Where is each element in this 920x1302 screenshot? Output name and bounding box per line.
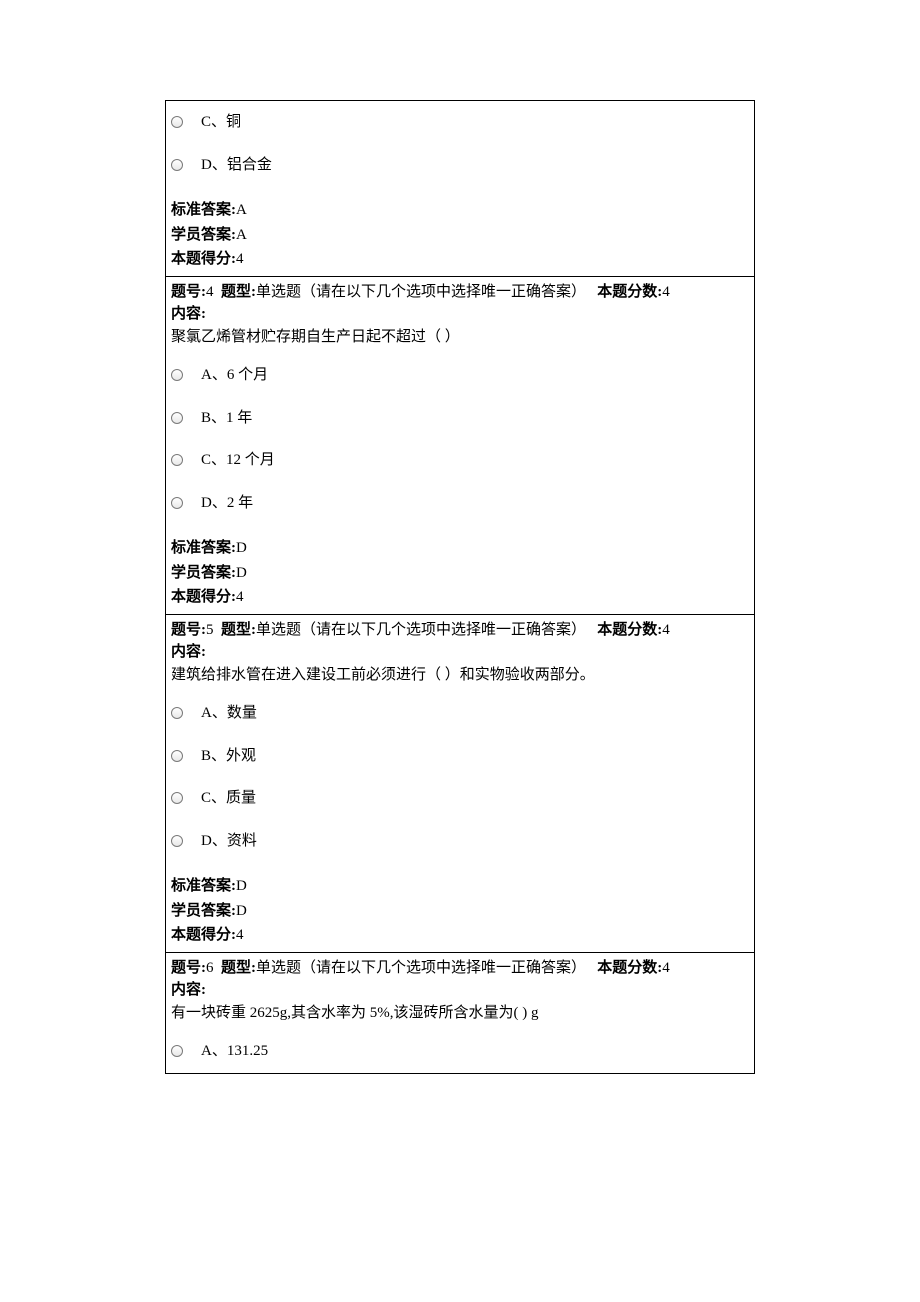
option-text: B、外观 [201,745,256,768]
option-row: D、2 年 [166,482,754,525]
points-label: 本题得分: [171,589,236,605]
score-value: 4 [662,960,670,976]
option-row: C、铜 [166,101,754,144]
option-text: A、6 个月 [201,364,268,387]
option-row: B、外观 [166,735,754,778]
student-answer-line: 学员答案:A [171,223,749,248]
student-answer-line: 学员答案:D [171,899,749,924]
points-label: 本题得分: [171,251,236,267]
question-header: 题号:6 题型:单选题（请在以下几个选项中选择唯一正确答案） 本题分数:4 [166,953,754,980]
standard-answer-line: 标准答案:A [171,198,749,223]
option-text: A、131.25 [201,1040,268,1063]
radio-icon[interactable] [171,750,183,762]
points-value: 4 [236,927,244,943]
score-label: 本题分数: [597,960,662,976]
option-row: A、6 个月 [166,354,754,397]
question-type-text: 单选题（请在以下几个选项中选择唯一正确答案） [256,284,586,300]
content-label: 内容: [166,303,754,326]
question-text: 聚氯乙烯管材贮存期自生产日起不超过（ ） [166,326,754,355]
student-answer-label: 学员答案: [171,565,236,581]
question-num-value: 5 [206,622,214,638]
question-header: 题号:5 题型:单选题（请在以下几个选项中选择唯一正确答案） 本题分数:4 [166,615,754,642]
radio-icon[interactable] [171,792,183,804]
option-row: A、131.25 [166,1030,754,1073]
points-line: 本题得分:4 [171,247,749,272]
option-row: D、铝合金 [166,144,754,187]
option-text: D、资料 [201,830,257,853]
question-4: 题号:4 题型:单选题（请在以下几个选项中选择唯一正确答案） 本题分数:4 内容… [166,277,754,615]
question-num-label: 题号: [171,960,206,976]
question-type-label: 题型: [221,622,256,638]
question-header: 题号:4 题型:单选题（请在以下几个选项中选择唯一正确答案） 本题分数:4 [166,277,754,304]
score-label: 本题分数: [597,284,662,300]
question-type-label: 题型: [221,960,256,976]
standard-answer-value: D [236,540,247,556]
option-row: C、质量 [166,777,754,820]
answer-section: 标准答案:A 学员答案:A 本题得分:4 [166,186,754,276]
radio-icon[interactable] [171,1045,183,1057]
option-row: B、1 年 [166,397,754,440]
points-line: 本题得分:4 [171,923,749,948]
radio-icon[interactable] [171,497,183,509]
student-answer-label: 学员答案: [171,227,236,243]
standard-answer-label: 标准答案: [171,540,236,556]
standard-answer-value: D [236,878,247,894]
question-num-value: 6 [206,960,214,976]
points-value: 4 [236,589,244,605]
question-type-label: 题型: [221,284,256,300]
standard-answer-line: 标准答案:D [171,536,749,561]
exam-container: C、铜 D、铝合金 标准答案:A 学员答案:A 本题得分:4 题号:4 题型:单… [165,100,755,1074]
question-3-partial: C、铜 D、铝合金 标准答案:A 学员答案:A 本题得分:4 [166,101,754,277]
score-label: 本题分数: [597,622,662,638]
option-row: D、资料 [166,820,754,863]
question-type-text: 单选题（请在以下几个选项中选择唯一正确答案） [256,622,586,638]
points-value: 4 [236,251,244,267]
option-text: C、12 个月 [201,449,275,472]
answer-section: 标准答案:D 学员答案:D 本题得分:4 [166,862,754,952]
radio-icon[interactable] [171,116,183,128]
score-value: 4 [662,284,670,300]
answer-section: 标准答案:D 学员答案:D 本题得分:4 [166,524,754,614]
points-label: 本题得分: [171,927,236,943]
option-row: A、数量 [166,692,754,735]
question-type-text: 单选题（请在以下几个选项中选择唯一正确答案） [256,960,586,976]
question-text: 建筑给排水管在进入建设工前必须进行（ ）和实物验收两部分。 [166,664,754,693]
question-num-label: 题号: [171,622,206,638]
content-label: 内容: [166,641,754,664]
standard-answer-label: 标准答案: [171,202,236,218]
standard-answer-label: 标准答案: [171,878,236,894]
option-text: D、铝合金 [201,154,272,177]
points-line: 本题得分:4 [171,585,749,610]
question-num-value: 4 [206,284,214,300]
radio-icon[interactable] [171,369,183,381]
student-answer-value: A [236,227,247,243]
score-value: 4 [662,622,670,638]
radio-icon[interactable] [171,454,183,466]
student-answer-line: 学员答案:D [171,561,749,586]
option-text: A、数量 [201,702,257,725]
option-text: B、1 年 [201,407,252,430]
standard-answer-value: A [236,202,247,218]
student-answer-value: D [236,565,247,581]
radio-icon[interactable] [171,707,183,719]
radio-icon[interactable] [171,412,183,424]
question-6-partial: 题号:6 题型:单选题（请在以下几个选项中选择唯一正确答案） 本题分数:4 内容… [166,953,754,1073]
option-text: C、质量 [201,787,256,810]
question-num-label: 题号: [171,284,206,300]
option-text: C、铜 [201,111,241,134]
content-label: 内容: [166,979,754,1002]
student-answer-value: D [236,903,247,919]
radio-icon[interactable] [171,159,183,171]
standard-answer-line: 标准答案:D [171,874,749,899]
option-text: D、2 年 [201,492,253,515]
question-text: 有一块砖重 2625g,其含水率为 5%,该湿砖所含水量为( ) g [166,1002,754,1031]
radio-icon[interactable] [171,835,183,847]
option-row: C、12 个月 [166,439,754,482]
question-5: 题号:5 题型:单选题（请在以下几个选项中选择唯一正确答案） 本题分数:4 内容… [166,615,754,953]
student-answer-label: 学员答案: [171,903,236,919]
